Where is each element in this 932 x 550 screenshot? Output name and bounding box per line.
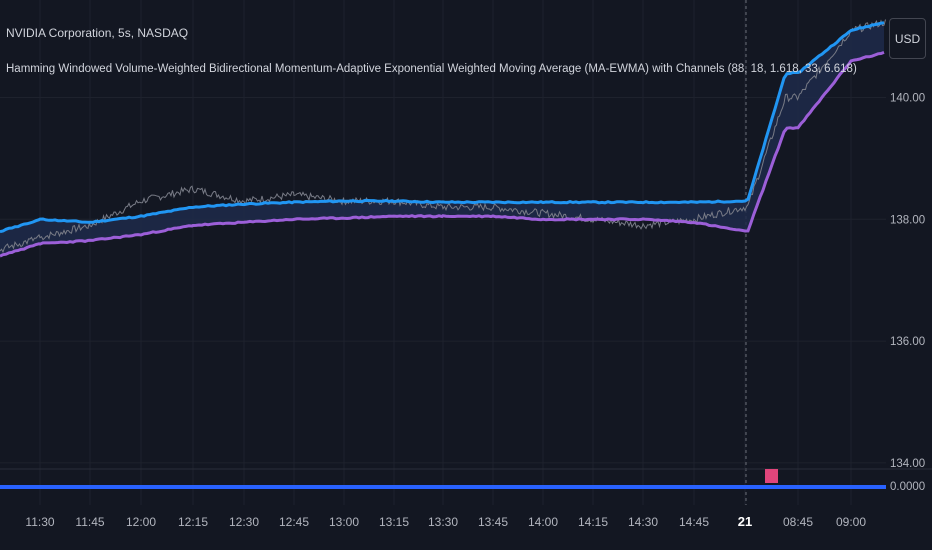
x-tick-label: 14:00 <box>528 515 558 529</box>
x-tick-label: 13:15 <box>379 515 409 529</box>
upper-channel-line <box>0 21 885 234</box>
x-tick-label: 12:00 <box>126 515 156 529</box>
y-tick-label: 136.00 <box>890 336 925 348</box>
x-tick-label: 13:45 <box>478 515 508 529</box>
x-tick-label: 09:00 <box>836 515 866 529</box>
x-tick-label: 12:15 <box>178 515 208 529</box>
price-axis[interactable]: 140.00 138.00 136.00 134.00 0.0000 <box>890 92 925 493</box>
x-tick-label: 21 <box>738 514 752 529</box>
currency-button[interactable]: USD <box>889 18 926 59</box>
symbol-legend[interactable]: NVIDIA Corporation, 5s, NASDAQ <box>6 26 189 40</box>
subpane-bar <box>765 469 778 483</box>
indicator-subpane <box>0 469 886 489</box>
x-tick-label: 11:30 <box>25 515 54 529</box>
x-tick-label: 14:15 <box>578 515 608 529</box>
x-tick-label: 13:00 <box>329 515 359 529</box>
price-series-line <box>0 19 886 254</box>
time-axis[interactable]: 11:30 11:45 12:00 12:15 12:30 12:45 13:00 13:15… <box>25 514 866 529</box>
x-tick-label: 12:30 <box>229 515 259 529</box>
channel-fill <box>0 22 884 257</box>
lower-channel-line <box>0 50 885 258</box>
price-pane[interactable] <box>0 19 886 258</box>
subpane-y-tick-label: 0.0000 <box>890 481 925 493</box>
x-tick-label: 12:45 <box>279 515 309 529</box>
indicator-legend[interactable]: Hamming Windowed Volume-Weighted Bidirec… <box>6 63 857 75</box>
x-tick-label: 11:45 <box>75 515 104 529</box>
x-tick-label: 08:45 <box>783 515 813 529</box>
y-tick-label: 134.00 <box>890 458 925 470</box>
x-tick-label: 14:45 <box>679 515 709 529</box>
y-tick-label: 138.00 <box>890 214 925 226</box>
y-tick-label: 140.00 <box>890 92 925 104</box>
x-tick-label: 14:30 <box>628 515 658 529</box>
x-tick-label: 13:30 <box>428 515 458 529</box>
grid <box>0 0 886 505</box>
